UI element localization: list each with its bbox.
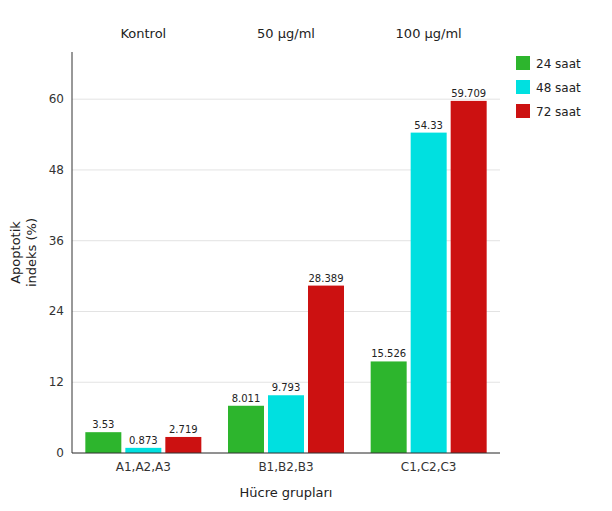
bar — [371, 361, 407, 453]
bar — [411, 133, 447, 453]
y-tick-label: 60 — [49, 92, 64, 106]
group-annotation: 100 µg/ml — [396, 26, 462, 41]
legend-label: 24 saat — [536, 57, 581, 71]
bar — [228, 406, 264, 453]
y-tick-label: 48 — [49, 163, 64, 177]
data-label: 2.719 — [169, 424, 198, 435]
data-label: 54.33 — [414, 120, 443, 131]
x-axis-label: Hücre grupları — [240, 485, 333, 500]
bars — [85, 101, 486, 453]
bar — [85, 432, 121, 453]
bar — [451, 101, 487, 453]
data-label: 15.526 — [371, 348, 406, 359]
y-tick-label: 24 — [49, 304, 64, 318]
y-axis — [72, 52, 73, 453]
legend: 24 saat 48 saat 72 saat — [516, 56, 581, 119]
data-label: 9.793 — [272, 382, 301, 393]
background — [0, 0, 612, 511]
y-axis-label: Apoptotikindeks (%) — [8, 218, 39, 287]
bar — [165, 437, 201, 453]
group-annotation: Kontrol — [120, 26, 166, 41]
grid — [72, 99, 500, 453]
data-label: 28.389 — [309, 273, 344, 284]
legend-label: 48 saat — [536, 81, 581, 95]
grid-line — [72, 453, 500, 454]
bar — [308, 286, 344, 453]
legend-swatch — [516, 104, 530, 118]
data-label: 0.873 — [129, 435, 158, 446]
legend-label: 72 saat — [536, 105, 581, 119]
bar — [268, 395, 304, 453]
data-label: 3.53 — [92, 419, 114, 430]
y-tick-label: 0 — [56, 446, 64, 460]
x-tick-label: B1,B2,B3 — [258, 460, 313, 474]
chart: 0 12 24 36 48 60 3.53 8.011 15.526 0.873 9.793 54.3… — [0, 0, 612, 511]
x-tick-label: A1,A2,A3 — [116, 460, 171, 474]
data-label: 59.709 — [451, 88, 486, 99]
grid-line — [72, 99, 500, 100]
x-tick-label: C1,C2,C3 — [401, 460, 457, 474]
y-tick-label: 12 — [49, 375, 64, 389]
x-axis — [72, 453, 500, 454]
legend-swatch — [516, 56, 530, 70]
y-tick-label: 36 — [49, 234, 64, 248]
legend-swatch — [516, 80, 530, 94]
bar — [125, 448, 161, 453]
group-annotation: 50 µg/ml — [257, 26, 315, 41]
data-label: 8.011 — [232, 393, 261, 404]
